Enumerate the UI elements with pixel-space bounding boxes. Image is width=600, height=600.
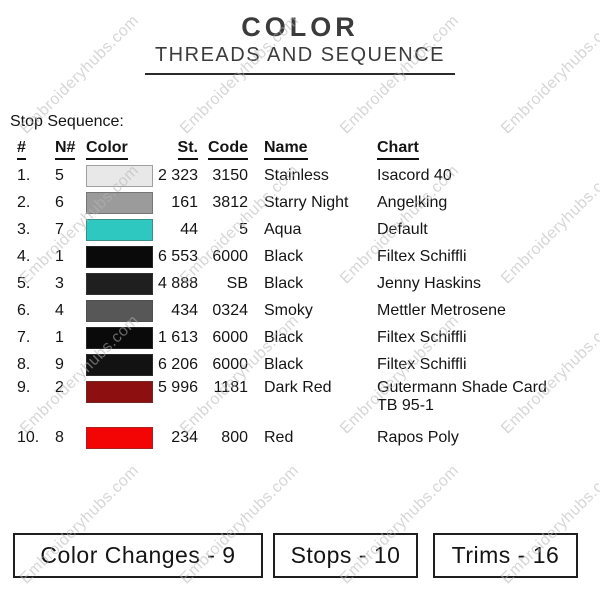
table-row: 8. 9 6 206 6000 Black Filtex Schiffli (0, 351, 600, 378)
col-header-color: Color (86, 139, 153, 160)
stop-sequence-label: Stop Sequence: (10, 113, 124, 130)
table-row: 6. 4 434 0324 Smoky Mettler Metrosene (0, 297, 600, 324)
col-header-name: Name (264, 139, 377, 160)
table-row: 2. 6 161 3812 Starry Night Angelking (0, 189, 600, 216)
color-swatch (86, 218, 153, 241)
page-subtitle: THREADS AND SEQUENCE (154, 44, 446, 66)
col-header-n: N# (55, 139, 86, 160)
color-swatch (86, 426, 153, 449)
table-row: 7. 1 1 613 6000 Black Filtex Schiffli (0, 324, 600, 351)
color-changes-box: Color Changes - 9 (13, 533, 263, 578)
col-header-chart: Chart (377, 139, 562, 160)
color-swatch (86, 272, 153, 295)
table-row: 5. 3 4 888 SB Black Jenny Haskins (0, 270, 600, 297)
color-swatch (86, 381, 153, 403)
color-swatch (86, 326, 153, 349)
thread-sequence-table: # N# Color St. Code Name Chart 1. 5 2 32… (0, 136, 600, 451)
table-row: 9. 2 5 996 1181 Dark Red Gutermann Shade… (17, 379, 547, 414)
col-header-num: # (17, 139, 55, 160)
page-title: COLOR (241, 12, 359, 42)
page-subtitle-underline: THREADS AND SEQUENCE (144, 44, 456, 75)
table-row: 1. 5 2 323 3150 Stainless Isacord 40 (0, 162, 600, 189)
col-header-code: Code (198, 139, 248, 160)
color-swatch (86, 353, 153, 376)
col-header-st: St. (153, 139, 198, 160)
color-swatch (86, 299, 153, 322)
table-header-row: # N# Color St. Code Name Chart (0, 136, 600, 162)
color-swatch (86, 245, 153, 268)
table-row: 10. 8 234 800 Red Rapos Poly (0, 424, 600, 451)
table-row: 3. 7 44 5 Aqua Default (0, 216, 600, 243)
table-row: 4. 1 6 553 6000 Black Filtex Schiffli (0, 243, 600, 270)
stops-box: Stops - 10 (273, 533, 418, 578)
title-block: COLOR THREADS AND SEQUENCE (0, 12, 600, 75)
trims-box: Trims - 16 (433, 533, 578, 578)
color-swatch (86, 164, 153, 187)
color-swatch (86, 191, 153, 214)
